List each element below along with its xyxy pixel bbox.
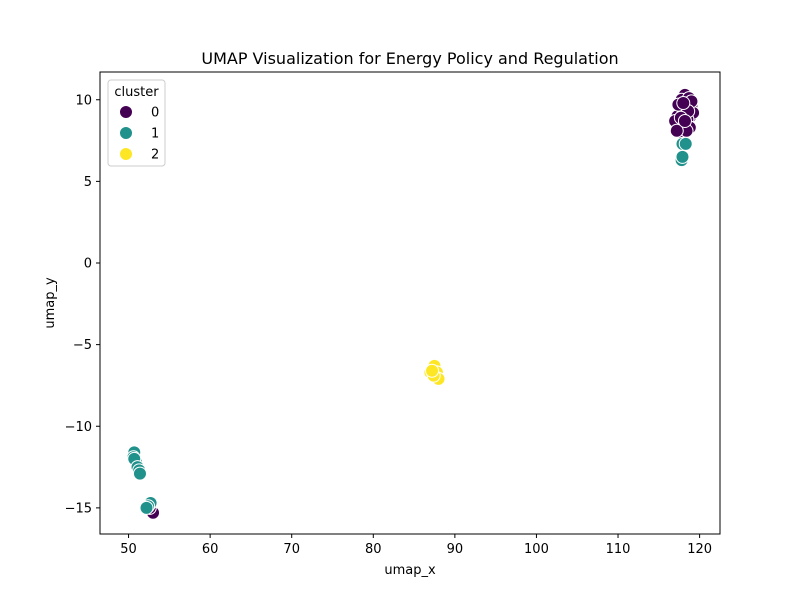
legend-marker: [119, 126, 133, 140]
x-tick-label: 60: [202, 542, 219, 557]
plot-area: [126, 87, 701, 520]
x-tick-label: 120: [687, 542, 712, 557]
x-axis-label: umap_x: [384, 563, 436, 578]
y-tick-label: 5: [84, 175, 92, 190]
x-tick-label: 80: [365, 542, 382, 557]
data-point-cluster-1: [139, 500, 154, 515]
y-tick-label: 0: [84, 257, 92, 272]
x-tick-label: 100: [524, 542, 549, 557]
legend-box: [107, 79, 166, 167]
y-axis-label: umap_y: [43, 277, 58, 329]
legend-label: 2: [151, 148, 159, 163]
y-tick-label: 10: [75, 93, 92, 108]
legend-marker: [119, 105, 133, 119]
y-tick-label: −5: [73, 338, 92, 353]
legend-label: 1: [151, 127, 159, 142]
y-axis: −15 −10 −5 0 5 10: [65, 93, 100, 516]
data-point-cluster-0: [669, 123, 684, 138]
data-point-cluster-1: [132, 466, 147, 481]
chart-title: UMAP Visualization for Energy Policy and…: [201, 49, 618, 68]
x-axis: 50 60 70 80 90 100 110 120: [120, 534, 712, 557]
y-tick-label: −15: [65, 501, 92, 516]
x-tick-label: 90: [447, 542, 464, 557]
data-point-cluster-0: [677, 113, 692, 128]
data-point-cluster-1: [678, 136, 693, 151]
legend-title: cluster: [114, 85, 159, 100]
y-tick-label: −10: [65, 420, 92, 435]
legend: cluster 0 1 2: [107, 79, 166, 167]
legend-marker: [119, 147, 133, 161]
data-point-cluster-0: [676, 96, 691, 111]
x-tick-label: 50: [120, 542, 137, 557]
legend-label: 0: [151, 106, 159, 121]
data-point-cluster-2: [425, 363, 440, 378]
x-tick-label: 110: [606, 542, 631, 557]
plot-frame: [99, 71, 721, 535]
x-tick-label: 70: [283, 542, 300, 557]
data-point-cluster-1: [675, 149, 690, 164]
